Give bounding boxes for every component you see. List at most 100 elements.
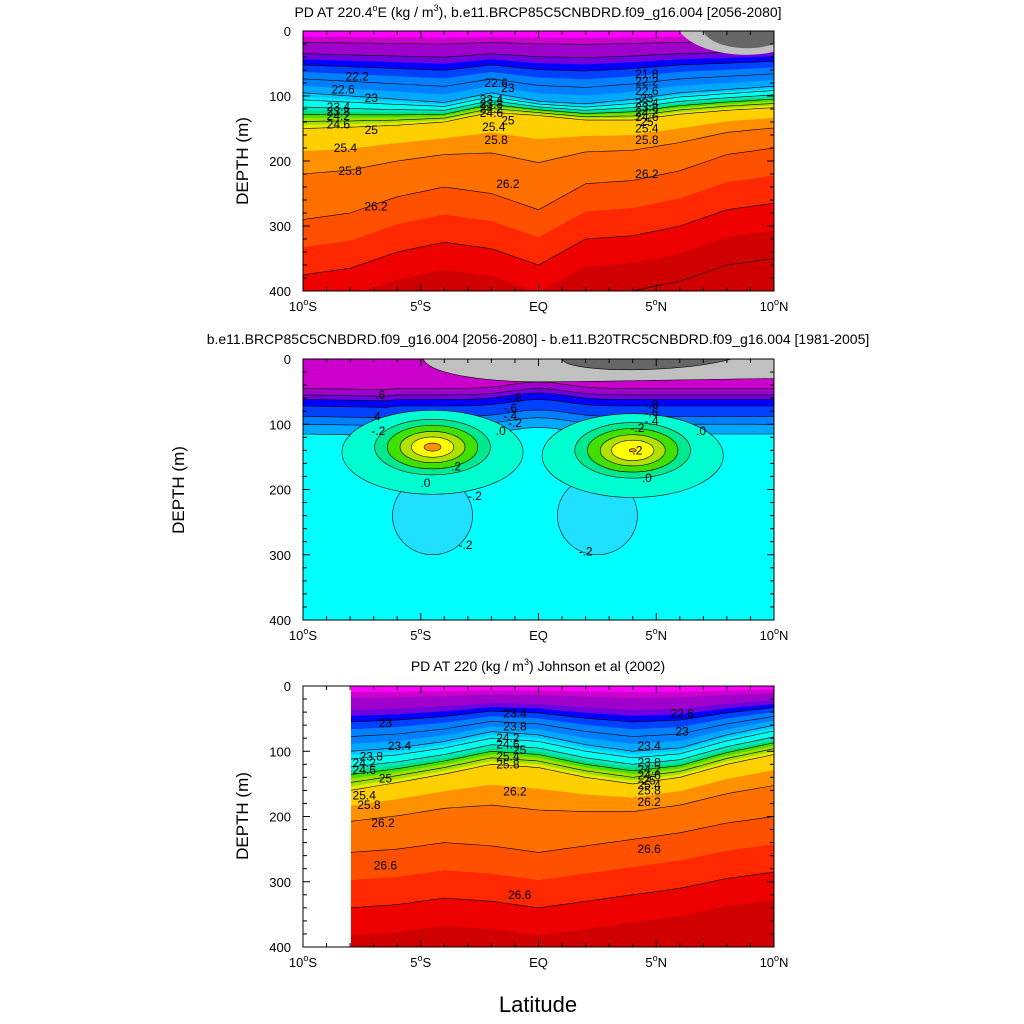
- x-tick-label: 5oS: [410, 953, 431, 970]
- contour-label: 26.2: [503, 785, 527, 799]
- contour-label: -.6: [371, 388, 385, 402]
- panel-bottom-contours: [351, 686, 774, 947]
- contour-label: 26.6: [374, 858, 398, 872]
- contour-label: 25.4: [635, 122, 659, 136]
- contour-line: [351, 716, 774, 737]
- y-tick-label: 300: [269, 548, 291, 563]
- contour-label: 24.2: [638, 763, 662, 777]
- contour-label: -.8: [508, 391, 522, 405]
- contour-label: 26.6: [638, 842, 662, 856]
- contour-label: 25.8: [338, 164, 362, 178]
- contour-band: [656, 927, 774, 947]
- contour-label: -.4: [645, 414, 659, 428]
- x-tick-label: 10oS: [289, 953, 317, 970]
- contour-label: 24.2: [635, 105, 659, 119]
- panel-top: PD AT 220.4oE (kg / m3), b.e11.BRCP85C5C…: [233, 3, 789, 314]
- contour-label: 25.8: [357, 798, 381, 812]
- contour-label: -.4: [503, 409, 517, 423]
- contour-label: 23: [379, 716, 393, 730]
- panel-top-ylabel: DEPTH (m): [233, 117, 252, 205]
- contour-band: [423, 442, 442, 452]
- contour-label: 24.2: [327, 109, 351, 123]
- contour-label: -.2: [508, 416, 522, 430]
- contour-label: 25: [365, 123, 379, 137]
- contour-label: 25.4: [638, 778, 662, 792]
- panel-bottom-title: PD AT 220 (kg / m3) Johnson et al (2002): [411, 657, 665, 674]
- contour-label: 26.2: [635, 167, 659, 181]
- contour-line: [351, 871, 774, 909]
- contour-label: 25.4: [334, 141, 358, 155]
- y-tick-label: 200: [269, 483, 291, 498]
- contour-label: -.4: [367, 409, 381, 423]
- panel-bottom-axes: 10oS 5oS EQ 5oN 10oN 0 100 200 300 400: [269, 679, 788, 970]
- contour-line: [303, 203, 774, 276]
- contour-label: 24.6: [353, 763, 377, 777]
- x-axis-label: Latitude: [499, 992, 577, 1017]
- contour-band: [632, 258, 774, 291]
- contour-label: -.6: [503, 401, 517, 415]
- x-tick-label: 5oN: [645, 626, 667, 643]
- y-tick-label: 100: [269, 744, 291, 759]
- contour-label: 25: [379, 772, 393, 786]
- contour-label: 26.2: [364, 200, 388, 214]
- contour-label: 23.8: [635, 101, 659, 115]
- contour-label: 22.6: [331, 83, 355, 97]
- y-tick-label: 200: [269, 154, 291, 169]
- contour-line: [303, 73, 774, 88]
- x-tick-label: 10oN: [760, 297, 789, 314]
- x-tick-label: 10oN: [760, 953, 789, 970]
- contour-label: -.2: [630, 421, 644, 435]
- contour-label: 23: [640, 92, 654, 106]
- panel-bottom: PD AT 220 (kg / m3) Johnson et al (2002)…: [233, 657, 788, 970]
- contour-label: .0: [642, 471, 652, 485]
- contour-band: [561, 359, 732, 371]
- contour-line: [303, 107, 774, 129]
- contour-label: 24.6: [327, 118, 351, 132]
- panel-middle-ylabel: DEPTH (m): [169, 446, 188, 534]
- contour-line: [351, 754, 774, 791]
- contour-line: [303, 90, 774, 108]
- contour-line: [351, 736, 774, 768]
- y-tick-label: 0: [284, 24, 291, 39]
- contour-label: 23.8: [503, 719, 527, 733]
- panel-top-title: PD AT 220.4oE (kg / m3), b.e11.BRCP85C5C…: [294, 3, 781, 20]
- x-tick-label: 10oN: [760, 626, 789, 643]
- x-tick-label: 5oN: [645, 297, 667, 314]
- y-tick-label: 400: [269, 613, 291, 628]
- contour-label: 24.2: [353, 756, 377, 770]
- contour-band: [703, 31, 774, 49]
- contour-label: 25: [640, 115, 654, 129]
- contour-label: 23: [365, 91, 379, 105]
- contour-line: [351, 742, 774, 775]
- x-tick-label: 5oN: [645, 953, 667, 970]
- contour-label: 25.8: [496, 757, 520, 771]
- y-tick-label: 300: [269, 219, 291, 234]
- contour-label: .0: [696, 424, 706, 438]
- y-tick-label: 100: [269, 89, 291, 104]
- contour-label: .0: [496, 424, 506, 438]
- contour-line: [303, 98, 774, 116]
- contour-label: 23.8: [327, 105, 351, 119]
- contour-line: [351, 816, 774, 853]
- contour-label: .2: [632, 443, 642, 457]
- contour-band: [364, 230, 774, 291]
- panel-middle-title: b.e11.BRCP85C5CNBDRD.f09_g16.004 [2056-2…: [207, 331, 870, 347]
- contour-label: 24.2: [496, 731, 520, 745]
- contour-line: [303, 86, 774, 105]
- contour-label: 22.6: [484, 76, 508, 90]
- x-tick-label: EQ: [529, 628, 548, 643]
- contour-line: [303, 127, 774, 175]
- contour-label: -.8: [645, 398, 659, 412]
- contour-label: 26.2: [496, 177, 520, 191]
- contour-label: 23.4: [388, 739, 412, 753]
- contour-label: 24.2: [480, 101, 504, 115]
- panel-bottom-contour-labels: 2323.423.824.224.62525.425.826.226.623.4…: [353, 706, 695, 901]
- contour-label: 25: [501, 114, 515, 128]
- contour-label: 22.6: [670, 706, 694, 720]
- contour-label: 23.4: [480, 92, 504, 106]
- contour-label: .0: [420, 476, 430, 490]
- y-tick-label: 400: [269, 284, 291, 299]
- contour-label: -.2: [371, 424, 385, 438]
- contour-label: 21.8: [635, 67, 659, 81]
- contour-line: [351, 730, 774, 760]
